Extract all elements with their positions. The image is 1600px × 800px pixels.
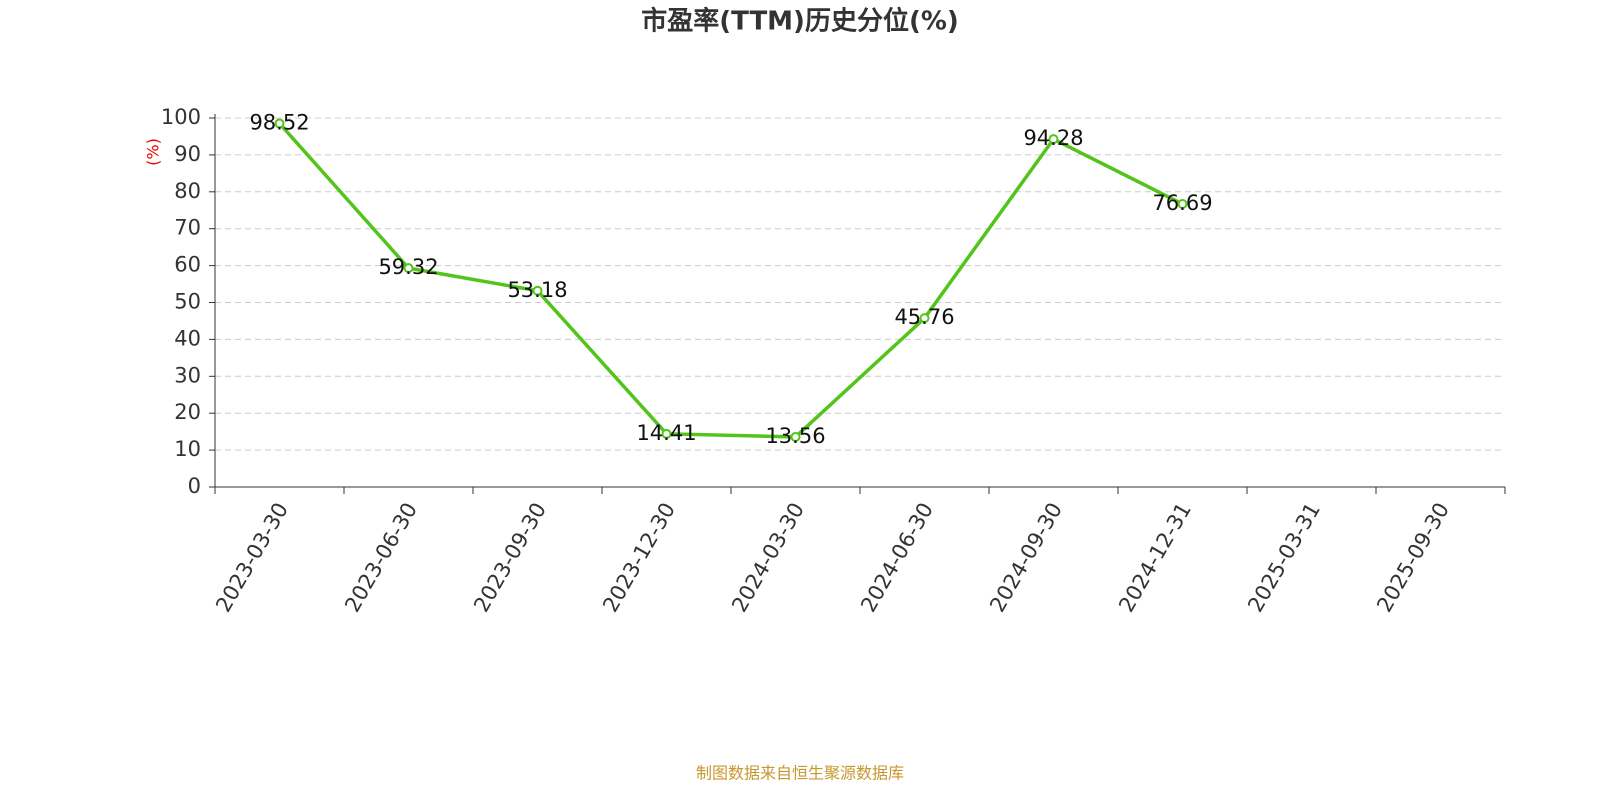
point-marker: [661, 428, 672, 439]
x-tick-label: 2025-03-31: [1243, 499, 1325, 617]
source-note: 制图数据来自恒生聚源数据库: [696, 764, 904, 783]
point-marker: [790, 431, 801, 442]
chart-title: 市盈率(TTM)历史分位(%): [641, 6, 959, 37]
point-marker: [1177, 199, 1188, 210]
x-tick-label: 2023-12-30: [598, 499, 680, 617]
y-tick-label: 90: [174, 142, 201, 166]
y-tick-label: 100: [161, 105, 201, 129]
data-label: 94.28: [1023, 126, 1083, 150]
y-tick-label: 0: [188, 474, 201, 498]
point-marker: [403, 263, 414, 274]
x-tick-label: 2024-09-30: [985, 499, 1067, 617]
x-tick-label: 2024-03-30: [727, 499, 809, 617]
point-marker: [1048, 134, 1059, 145]
x-tick-label: 2025-09-30: [1372, 499, 1454, 617]
data-label: 45.76: [894, 305, 954, 329]
y-tick-label: 20: [174, 400, 201, 424]
y-axis-label: (%): [144, 138, 163, 166]
y-tick-label: 40: [174, 326, 201, 350]
data-label: 59.32: [378, 255, 438, 279]
x-tick-label: 2023-06-30: [340, 499, 422, 617]
series-line: [278, 122, 1184, 439]
y-tick-label: 80: [174, 179, 201, 203]
point-marker: [274, 118, 285, 129]
point-marker: [919, 313, 930, 324]
x-tick-label: 2023-09-30: [469, 499, 551, 617]
data-label: 14.41: [636, 421, 696, 445]
y-tick-label: 10: [174, 437, 201, 461]
point-marker: [532, 285, 543, 296]
x-tick-label: 2024-12-31: [1114, 499, 1196, 617]
data-label: 76.69: [1152, 191, 1212, 215]
data-label: 53.18: [507, 278, 567, 302]
x-tick-label: 2024-06-30: [856, 499, 938, 617]
y-tick-label: 70: [174, 216, 201, 240]
x-tick-label: 2023-03-30: [211, 499, 293, 617]
y-tick-label: 50: [174, 290, 201, 314]
y-tick-label: 60: [174, 253, 201, 277]
data-label: 98.52: [249, 110, 309, 134]
y-tick-label: 30: [174, 363, 201, 387]
data-label: 13.56: [765, 424, 825, 448]
